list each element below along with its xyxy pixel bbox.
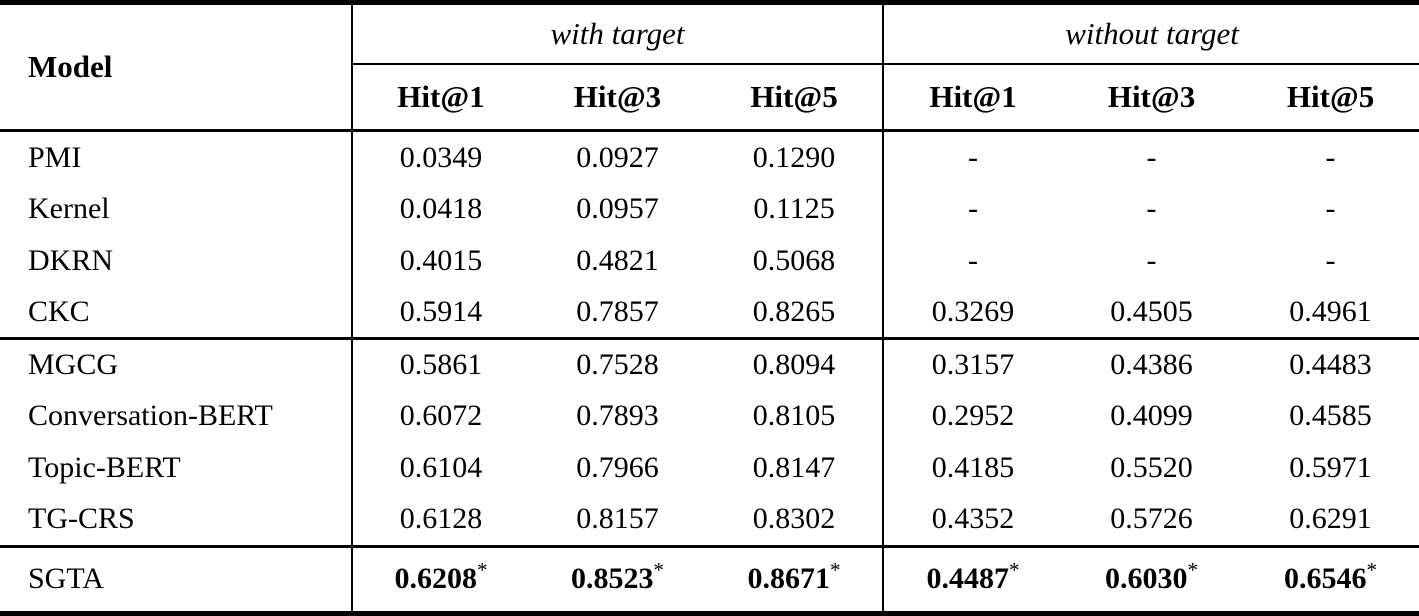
metric-value: 0.4185 (882, 442, 1063, 495)
col-header-wt-hit5: Hit@5 (706, 63, 884, 133)
metric-value: - (882, 130, 1063, 183)
metric-value: 0.4821 (576, 243, 659, 277)
significance-marker: * (477, 558, 488, 583)
metric-value: - (1146, 243, 1157, 277)
metric-value: 0.5971 (1289, 451, 1372, 485)
metric-value: 0.3157 (882, 336, 1063, 391)
metric-value: 0.4483 (1241, 336, 1419, 391)
metric-value: 0.8523 (571, 562, 654, 596)
metric-value: 0.4352 (882, 494, 1063, 547)
metric-value-best: 0.6546* (1241, 544, 1419, 614)
metric-value: - (1325, 243, 1336, 277)
metric-value: 0.4099 (1110, 399, 1193, 433)
metric-value: 0.4505 (1110, 294, 1193, 328)
model-name: MGCG (0, 336, 352, 391)
table-row-topic-bert: Topic-BERT 0.6104 0.7966 0.8147 0.4185 0… (0, 442, 1419, 495)
col-header-wt-hit3: Hit@3 (529, 63, 706, 133)
metric-value: 0.0927 (576, 140, 659, 174)
metric-value: 0.4585 (1289, 399, 1372, 433)
metric-value: 0.6030 (1105, 562, 1188, 596)
model-name: Topic-BERT (28, 451, 181, 485)
metric-value: 0.7893 (576, 399, 659, 433)
significance-marker: * (653, 558, 665, 583)
model-column-header: Model (0, 2, 352, 133)
metric-value: 0.6128 (351, 494, 529, 547)
metric-value: 0.7528 (529, 336, 706, 391)
metric-value: 0.5914 (351, 286, 529, 339)
col-header-wt-hit1: Hit@1 (351, 63, 529, 133)
metric-value: - (882, 182, 1063, 235)
metric-value: - (1146, 191, 1157, 225)
metric-value: - (1146, 140, 1157, 174)
metric-value: 0.8147 (752, 451, 836, 485)
metric-value-best: 0.8671* (706, 544, 884, 614)
table-row-sgta: SGTA 0.6208* 0.8523* 0.8671* 0.4487* 0.6… (0, 544, 1419, 614)
metric-value: 0.0349 (351, 130, 529, 183)
metric-value: 0.2952 (882, 390, 1063, 443)
table-row-dkrn: DKRN 0.4015 0.4821 0.5068 - - - (0, 234, 1419, 287)
model-name: Kernel (28, 191, 110, 225)
significance-marker: * (1366, 558, 1378, 583)
metric-value: 0.7857 (576, 294, 659, 328)
metric-value: 0.7966 (576, 451, 659, 485)
table-row-conversation-bert: Conversation-BERT 0.6072 0.7893 0.8105 0… (0, 390, 1419, 443)
metric-value: 0.0957 (576, 191, 659, 225)
metric-value: 0.4961 (1289, 294, 1372, 328)
significance-marker: * (1187, 558, 1199, 583)
metric-value-best: 0.6208* (351, 544, 529, 614)
significance-marker: * (830, 558, 841, 583)
metric-value: 0.5520 (1110, 451, 1193, 485)
model-name: TG-CRS (28, 502, 135, 536)
metric-value: 0.8302 (752, 502, 836, 536)
metric-value: 0.5861 (351, 336, 529, 391)
metric-value: 0.1125 (753, 191, 835, 225)
metric-value: 0.4015 (351, 234, 529, 287)
metric-value: - (882, 234, 1063, 287)
significance-marker: * (1009, 558, 1020, 583)
table-row-pmi: PMI 0.0349 0.0927 0.1290 - - - (0, 130, 1419, 183)
metric-value: 0.5726 (1110, 502, 1193, 536)
metric-value: 0.4386 (1062, 336, 1242, 391)
metric-value: 0.8671 (747, 562, 831, 596)
metric-value: 0.6208 (394, 562, 478, 596)
metric-value: 0.5068 (752, 243, 836, 277)
table-row-tg-crs: TG-CRS 0.6128 0.8157 0.8302 0.4352 0.572… (0, 494, 1419, 547)
table-row-mgcg: MGCG 0.5861 0.7528 0.8094 0.3157 0.4386 … (0, 336, 1419, 391)
table-row-ckc: CKC 0.5914 0.7857 0.8265 0.3269 0.4505 0… (0, 286, 1419, 339)
col-header-nt-hit5: Hit@5 (1241, 63, 1419, 133)
metric-value: 0.8094 (706, 336, 884, 391)
header-metric-row: Hit@1 Hit@3 Hit@5 Hit@1 Hit@3 Hit@5 (0, 63, 1419, 133)
metric-value: - (1325, 140, 1336, 174)
metric-value: - (1325, 191, 1336, 225)
metric-value: 0.8265 (752, 294, 836, 328)
model-name: CKC (28, 294, 90, 328)
metric-value: 0.6546 (1284, 562, 1367, 596)
metric-value-best: 0.4487* (882, 544, 1063, 614)
metric-value: 0.6291 (1289, 502, 1372, 536)
model-name: DKRN (28, 243, 114, 277)
metric-value: 0.8105 (752, 399, 836, 433)
metric-value: 0.0418 (351, 182, 529, 235)
metric-value: 0.8157 (576, 502, 659, 536)
model-name: PMI (28, 140, 82, 174)
column-group-without-target: without target (882, 2, 1419, 65)
model-name: Conversation-BERT (28, 399, 273, 433)
metric-value: 0.6072 (351, 390, 529, 443)
metric-value-best: 0.6030* (1062, 544, 1242, 614)
model-name: SGTA (0, 544, 352, 614)
col-header-nt-hit3: Hit@3 (1062, 63, 1242, 133)
metric-value: 0.4487 (926, 562, 1010, 596)
col-header-nt-hit1: Hit@1 (882, 63, 1063, 133)
metric-value: 0.1290 (752, 140, 836, 174)
metric-value: 0.3269 (882, 286, 1063, 339)
metric-value: 0.6104 (351, 442, 529, 495)
metric-value-best: 0.8523* (529, 544, 706, 614)
column-group-with-target: with target (350, 2, 884, 65)
table-row-kernel: Kernel 0.0418 0.0957 0.1125 - - - (0, 182, 1419, 235)
header-group-row: Model with target without target (0, 2, 1419, 133)
